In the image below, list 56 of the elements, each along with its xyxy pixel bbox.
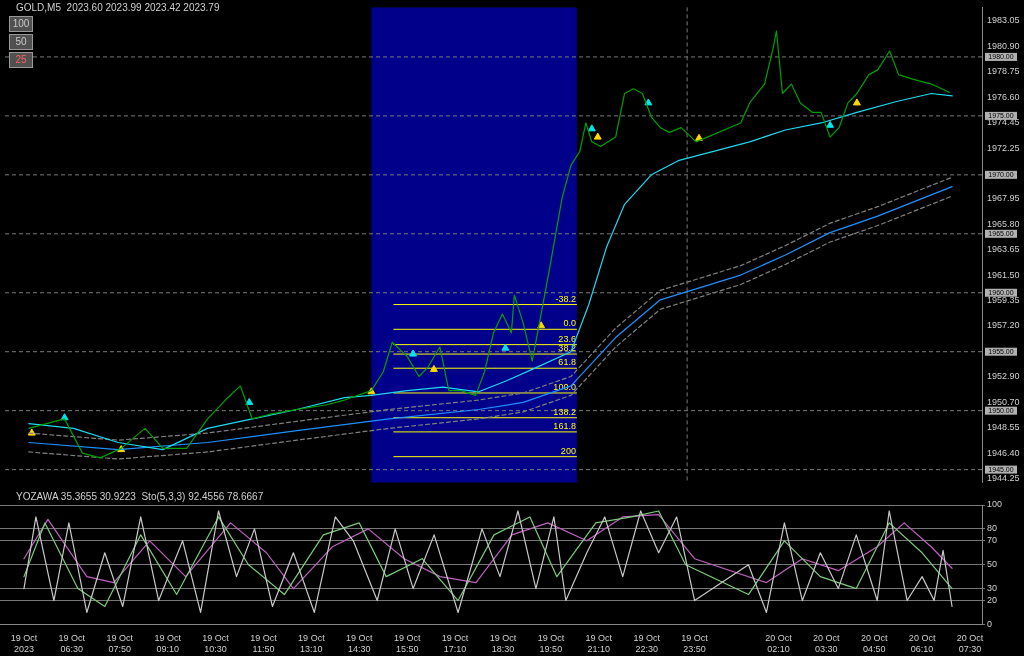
annotation: 50 <box>9 34 33 50</box>
y-tick-label: 1961.50 <box>987 269 1020 280</box>
y-tick-label: 1950.70 <box>987 396 1020 407</box>
x-tick-label: 19 Oct 13:10 <box>298 633 326 655</box>
annotation: 138.2 <box>553 406 576 417</box>
annotation: 0.0 <box>563 318 576 329</box>
y-tick-label: 1944.25 <box>987 472 1020 483</box>
x-tick-label: 20 Oct 06:10 <box>908 633 936 655</box>
x-tick-label: 19 Oct 09:10 <box>154 633 182 655</box>
y-tick-label: 0 <box>987 618 993 629</box>
annotation: 25 <box>9 52 33 68</box>
x-tick-label: 19 Oct 10:30 <box>202 633 230 655</box>
y-tick-label: 80 <box>987 523 998 534</box>
y-tick-label: 1948.55 <box>987 422 1020 433</box>
x-tick-label: 19 Oct 18:30 <box>489 633 517 655</box>
chart-title: YOZAWA 35.3655 30.9223 Sto(5,3,3) 92.4556 78.6667 <box>16 491 264 502</box>
x-tick-label: 19 Oct 22:30 <box>633 633 661 655</box>
y-tick-label: 1957.20 <box>987 320 1020 331</box>
y-tick-label: 1965.80 <box>987 218 1020 229</box>
y-tick-label: 70 <box>987 535 998 546</box>
x-tick-label: 19 Oct 06:30 <box>58 633 86 655</box>
x-tick-label: 19 Oct 21:10 <box>585 633 613 655</box>
x-tick-label: 19 Oct 2023 <box>10 633 38 655</box>
y-tick-label: 1972.25 <box>987 142 1020 153</box>
x-tick-label: 19 Oct 15:50 <box>393 633 421 655</box>
x-tick-label: 19 Oct 07:50 <box>106 633 134 655</box>
x-tick-label: 19 Oct 23:50 <box>681 633 709 655</box>
annotation: 200 <box>560 445 576 456</box>
x-tick-label: 19 Oct 17:10 <box>441 633 469 655</box>
y-tick-label: 1967.95 <box>987 193 1020 204</box>
y-tick-label: 1983.05 <box>987 15 1020 26</box>
y-tick-label: 1980.90 <box>987 40 1020 51</box>
x-tick-label: 20 Oct 02:10 <box>765 633 793 655</box>
y-tick-label: 1976.60 <box>987 91 1020 102</box>
x-tick-label: 19 Oct 11:50 <box>250 633 278 655</box>
y-tick-label: 1946.40 <box>987 447 1020 458</box>
x-tick-label: 19 Oct 19:50 <box>537 633 565 655</box>
y-tick-label: 1959.35 <box>987 294 1020 305</box>
x-tick-label: 20 Oct 04:50 <box>860 633 888 655</box>
annotation: 161.8 <box>553 420 576 431</box>
chart-title: GOLD,M5 2023.60 2023.99 2023.42 2023.79 <box>16 2 220 13</box>
y-tick-label: 20 <box>987 595 998 605</box>
y-tick-label: 30 <box>987 583 998 594</box>
x-tick-label: 19 Oct 14:30 <box>346 633 374 655</box>
annotation: 61.8 <box>558 357 576 368</box>
x-tick-label: 20 Oct 03:30 <box>813 633 841 655</box>
y-tick-label: 1978.75 <box>987 66 1020 77</box>
x-tick-label: 20 Oct 07:30 <box>956 633 984 655</box>
annotation: 100 <box>9 16 33 32</box>
annotation: 23.6 <box>558 333 576 344</box>
annotation: 100.0 <box>553 381 576 392</box>
y-tick-label: 50 <box>987 559 998 570</box>
y-tick-label: 100 <box>987 499 1003 510</box>
y-tick-label: 1963.65 <box>987 244 1020 255</box>
annotation: -38.2 <box>555 293 576 304</box>
y-tick-label: 1952.90 <box>987 370 1020 381</box>
